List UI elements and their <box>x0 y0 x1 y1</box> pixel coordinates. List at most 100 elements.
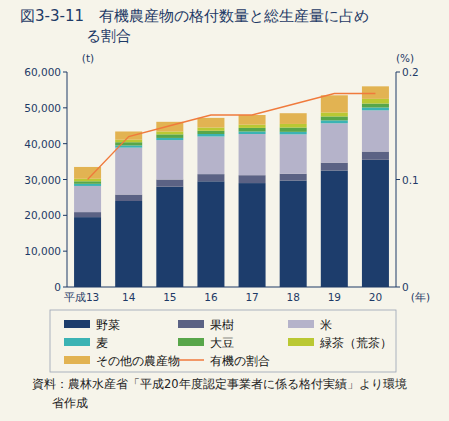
y-tick <box>63 107 67 108</box>
bar <box>239 131 266 134</box>
legend-swatch <box>178 359 204 361</box>
bar <box>280 132 307 135</box>
y-tick-label: 30,000 <box>24 174 61 186</box>
bar <box>115 195 142 201</box>
y2-axis-label: (%) <box>396 52 414 64</box>
bar <box>74 181 101 184</box>
x-tick-label: 17 <box>245 291 258 303</box>
y-tick <box>63 215 67 216</box>
marks <box>74 86 389 287</box>
bar <box>280 124 307 128</box>
bar <box>156 138 183 140</box>
bar <box>321 116 348 120</box>
y2-tick-label: 0.1 <box>402 174 419 186</box>
source: 資料：農林水産省「平成20年度認定事業者に係る格付実績」より環境省作成 <box>32 375 417 413</box>
chart: 図3-3-11 有機農産物の格付数量と総生産量に占める割合 010,00020,… <box>0 0 449 421</box>
bar <box>362 160 389 287</box>
bar <box>321 163 348 171</box>
y2-tick <box>396 179 400 180</box>
y-tick <box>63 72 67 73</box>
bar <box>156 187 183 287</box>
y-tick-label: 50,000 <box>24 102 61 114</box>
y-tick-label: 20,000 <box>24 209 61 221</box>
bar <box>362 152 389 160</box>
bar <box>156 134 183 138</box>
x-tick-label: 19 <box>328 291 341 303</box>
bar <box>197 174 224 181</box>
y-tick <box>63 287 67 288</box>
bar <box>321 171 348 287</box>
bar <box>321 112 348 116</box>
y-tick <box>63 179 67 180</box>
legend-label: その他の農産物 <box>96 354 180 368</box>
legend-label: 大豆 <box>210 336 234 350</box>
bar <box>197 137 224 175</box>
bar <box>280 128 307 132</box>
bar <box>197 131 224 134</box>
y-axis-label: (t) <box>82 52 94 64</box>
plot: 010,00020,00030,00040,00050,00060,00000.… <box>0 0 449 421</box>
bar <box>74 186 101 212</box>
y-tick <box>63 251 67 252</box>
bar <box>115 131 142 139</box>
bar <box>239 125 266 128</box>
legend-label: 果樹 <box>210 318 234 332</box>
title: 図3-3-11 有機農産物の格付数量と総生産量に占める割合 <box>20 6 375 46</box>
y2-tick <box>396 72 400 73</box>
legend-label: 有機の割合 <box>210 354 270 368</box>
x-tick-label: 20 <box>369 291 382 303</box>
bar <box>197 181 224 287</box>
bar <box>362 104 389 108</box>
legend-box <box>50 310 396 372</box>
y2-tick <box>396 287 400 288</box>
legend-swatch <box>178 338 204 346</box>
bar <box>280 113 307 124</box>
y-tick-label: 10,000 <box>24 245 61 257</box>
bar <box>280 174 307 181</box>
legend-label: 野菜 <box>96 318 120 332</box>
bar <box>239 115 266 125</box>
bar <box>239 128 266 132</box>
bar <box>239 183 266 287</box>
bar <box>74 184 101 186</box>
bar <box>115 140 142 143</box>
bar <box>156 140 183 179</box>
x-tick-label: 平成13 <box>64 291 99 303</box>
bar <box>280 134 307 173</box>
x-tick-label: 18 <box>287 291 300 303</box>
bar <box>156 180 183 187</box>
x-tick-label: 14 <box>122 291 136 303</box>
bar <box>115 142 142 145</box>
legend-swatch <box>288 338 314 346</box>
bar <box>362 110 389 151</box>
legend-label: 米 <box>320 318 332 332</box>
x-tick-label: 16 <box>204 291 218 303</box>
bar <box>156 131 183 134</box>
legend-swatch <box>64 356 90 364</box>
legend-swatch <box>64 338 90 346</box>
y2-tick-label: 0.2 <box>402 66 419 78</box>
y-tick-label: 60,000 <box>24 66 61 78</box>
bar <box>362 107 389 110</box>
y-tick-label: 0 <box>54 281 61 293</box>
bar <box>321 120 348 123</box>
bar <box>239 175 266 183</box>
legend-label: 麦 <box>96 336 108 350</box>
legend-swatch <box>288 320 314 328</box>
x-axis-label: (年) <box>411 291 430 303</box>
bar <box>239 134 266 175</box>
bar <box>74 212 101 217</box>
bar <box>362 86 389 99</box>
y2-tick-label: 0 <box>402 281 409 293</box>
bar <box>74 217 101 287</box>
legend-swatch <box>178 320 204 328</box>
bar <box>115 148 142 195</box>
y-tick <box>63 143 67 144</box>
bar <box>197 134 224 137</box>
bar <box>197 128 224 131</box>
bar <box>362 99 389 104</box>
bar <box>321 123 348 162</box>
legend-label: 緑茶（荒茶） <box>319 336 392 350</box>
bar <box>197 118 224 128</box>
bar <box>321 95 348 112</box>
